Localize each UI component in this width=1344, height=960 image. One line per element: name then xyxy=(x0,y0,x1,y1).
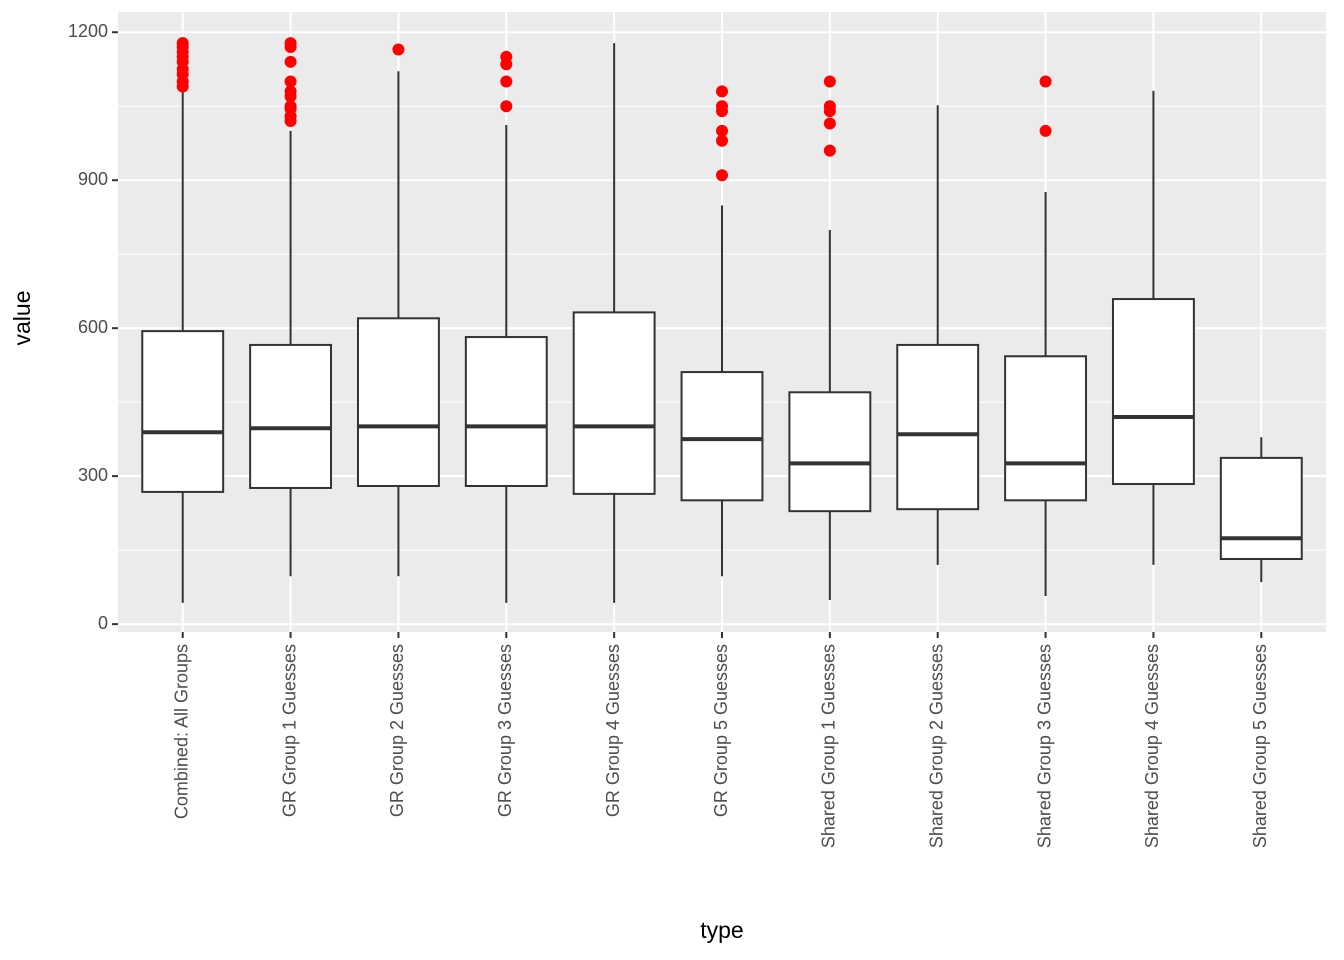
y-axis-title: value xyxy=(9,291,35,346)
box xyxy=(1111,298,1195,486)
outlier xyxy=(823,100,836,113)
outlier xyxy=(1039,75,1052,88)
x-tick-label: GR Group 5 Guesses xyxy=(711,644,731,817)
box xyxy=(356,317,440,488)
outlier xyxy=(716,134,728,147)
x-tick-label: GR Group 1 Guesses xyxy=(279,644,299,817)
x-tick-label: GR Group 4 Guesses xyxy=(603,644,623,817)
outlier xyxy=(716,124,728,137)
y-tick-label: 600 xyxy=(78,317,108,337)
box xyxy=(141,330,225,493)
x-tick-label: Shared Group 5 Guesses xyxy=(1250,644,1270,848)
x-tick-label: Shared Group 2 Guesses xyxy=(926,644,946,848)
outlier xyxy=(716,100,728,113)
outlier xyxy=(392,43,405,56)
outlier xyxy=(823,117,836,130)
outlier xyxy=(716,169,728,182)
box xyxy=(249,343,333,489)
y-tick-label: 900 xyxy=(78,169,108,189)
outlier xyxy=(500,75,513,88)
outlier xyxy=(1039,124,1052,137)
x-tick-label: Combined: All Groups xyxy=(171,644,191,819)
outlier xyxy=(500,50,513,63)
box xyxy=(788,391,872,513)
x-tick-label: Shared Group 4 Guesses xyxy=(1142,644,1162,848)
outlier xyxy=(284,55,297,68)
box xyxy=(572,311,656,495)
outlier xyxy=(284,37,297,50)
box xyxy=(1219,456,1303,561)
outlier xyxy=(284,100,297,113)
box xyxy=(1004,355,1088,502)
outlier xyxy=(716,85,728,98)
y-tick-label: 300 xyxy=(78,465,108,485)
box xyxy=(464,336,548,488)
outlier xyxy=(284,85,297,98)
x-tick-label: Shared Group 3 Guesses xyxy=(1034,644,1054,848)
outlier xyxy=(500,100,513,113)
outlier xyxy=(176,37,189,50)
box xyxy=(680,371,764,502)
outlier xyxy=(823,144,836,157)
y-tick-label: 1200 xyxy=(68,21,108,41)
box xyxy=(896,343,980,511)
y-tick-label: 0 xyxy=(98,613,108,633)
outlier xyxy=(823,75,836,88)
x-tick-label: GR Group 2 Guesses xyxy=(387,644,407,817)
x-tick-label: Shared Group 1 Guesses xyxy=(819,644,839,848)
outlier xyxy=(284,75,297,88)
x-axis-title: type xyxy=(700,917,743,943)
x-tick-label: GR Group 3 Guesses xyxy=(495,644,515,817)
